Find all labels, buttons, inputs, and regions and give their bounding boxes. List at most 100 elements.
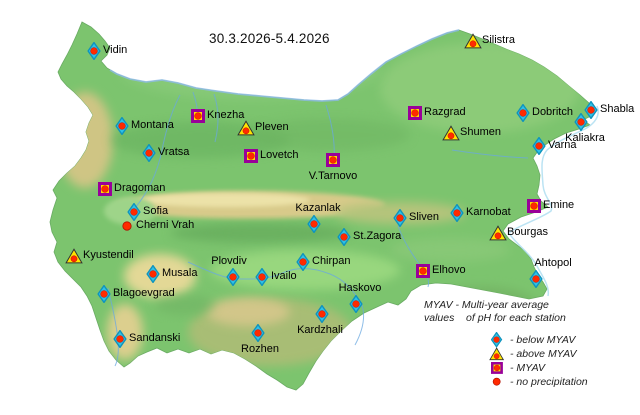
station-label-silistra: Silistra xyxy=(482,34,516,46)
station-marker-kardzhali xyxy=(315,304,329,324)
station-label-shabla: Shabla xyxy=(600,103,635,115)
triangle-icon xyxy=(65,248,83,264)
station-label-dragoman: Dragoman xyxy=(114,182,166,194)
station-marker-lovetch xyxy=(244,149,258,163)
station-marker-ivailo xyxy=(255,267,269,287)
diamond-icon xyxy=(450,203,464,223)
legend-item--myav: - MYAV xyxy=(488,361,634,375)
station-marker-vratsa xyxy=(142,143,156,163)
diamond-icon xyxy=(87,41,101,61)
station-label-pleven: Pleven xyxy=(255,121,289,133)
square-icon xyxy=(408,106,422,120)
station-marker-sandanski xyxy=(113,329,127,349)
station-marker-dragoman xyxy=(98,182,112,196)
station-label-ivailo: Ivailo xyxy=(271,270,297,282)
station-label-varna: Varna xyxy=(548,139,577,151)
station-marker-shabla xyxy=(584,100,598,120)
triangle-icon xyxy=(489,225,507,241)
diamond-icon xyxy=(529,269,543,289)
diamond-icon xyxy=(296,252,310,272)
diamond-icon xyxy=(516,103,530,123)
station-marker-st-zagora xyxy=(337,227,351,247)
station-label-kyustendil: Kyustendil xyxy=(83,249,134,261)
station-label-chirpan: Chirpan xyxy=(312,255,351,267)
station-label-kaliakra: Kaliakra xyxy=(565,132,605,144)
below-myav-diamond-icon xyxy=(491,332,503,348)
station-marker-chirpan xyxy=(296,252,310,272)
diamond-icon xyxy=(127,202,141,222)
station-marker-plovdiv xyxy=(226,267,240,287)
station-label-kazanlak: Kazanlak xyxy=(295,202,341,214)
legend-heading-line2: values of pH for each station xyxy=(424,311,566,324)
diamond-icon xyxy=(349,294,363,314)
square-icon xyxy=(98,182,112,196)
station-marker-emine xyxy=(527,199,541,213)
station-marker-varna xyxy=(532,136,546,156)
station-marker-kazanlak xyxy=(307,214,321,234)
station-label-kardzhali: Kardzhali xyxy=(297,324,343,336)
station-label-blagoevgrad: Blagoevgrad xyxy=(113,287,175,299)
station-label-shumen: Shumen xyxy=(460,126,501,138)
diamond-icon xyxy=(226,267,240,287)
station-label-sliven: Sliven xyxy=(409,211,439,223)
legend: MYAV - Multi-year average values of pH f… xyxy=(424,299,634,389)
diamond-icon xyxy=(393,208,407,228)
legend-heading-line1: MYAV - Multi-year average xyxy=(424,299,549,311)
legend-items: - below MYAV - above MYAV - MYAV - no preci… xyxy=(488,332,634,389)
station-marker-ahtopol xyxy=(529,269,543,289)
station-marker-sofia xyxy=(127,202,141,222)
legend-item--above-myav: - above MYAV xyxy=(488,347,634,361)
station-marker-kaliakra xyxy=(574,112,588,132)
triangle-icon xyxy=(237,120,255,136)
station-label-lovetch: Lovetch xyxy=(260,149,299,161)
station-marker-vidin xyxy=(87,41,101,61)
no-precipitation-dot-icon xyxy=(493,378,501,386)
station-marker-dobritch xyxy=(516,103,530,123)
station-marker-razgrad xyxy=(408,106,422,120)
legend-item--no-precipitation: - no precipitation xyxy=(488,375,634,389)
diamond-icon xyxy=(255,267,269,287)
diamond-icon xyxy=(97,284,111,304)
square-icon xyxy=(416,264,430,278)
station-label-razgrad: Razgrad xyxy=(424,106,466,118)
station-label-sandanski: Sandanski xyxy=(129,332,181,344)
diamond-icon xyxy=(337,227,351,247)
station-label-knezha: Knezha xyxy=(207,109,245,121)
diamond-icon xyxy=(113,329,127,349)
diamond-icon xyxy=(574,112,588,132)
diamond-icon xyxy=(251,323,265,343)
station-label-sofia: Sofia xyxy=(143,205,169,217)
station-label-elhovo: Elhovo xyxy=(432,264,466,276)
square-icon xyxy=(326,153,340,167)
triangle-icon xyxy=(442,125,460,141)
station-marker-shumen xyxy=(442,125,460,141)
station-label-vidin: Vidin xyxy=(103,44,128,56)
station-marker-rozhen xyxy=(251,323,265,343)
station-label-vratsa: Vratsa xyxy=(158,146,190,158)
above-myav-triangle-icon xyxy=(489,347,505,361)
diamond-icon xyxy=(315,304,329,324)
square-icon xyxy=(244,149,258,163)
station-marker-blagoevgrad xyxy=(97,284,111,304)
station-label-cherni-vrah: Cherni Vrah xyxy=(136,219,195,231)
danube-river xyxy=(109,29,460,102)
diamond-icon xyxy=(146,264,160,284)
diamond-icon xyxy=(115,116,129,136)
station-label-ahtopol: Ahtopol xyxy=(534,257,572,269)
station-label-montana: Montana xyxy=(131,119,174,131)
diamond-icon xyxy=(532,136,546,156)
square-icon xyxy=(191,109,205,123)
station-label-dobritch: Dobritch xyxy=(532,106,573,118)
legend-item-label: - above MYAV xyxy=(510,348,577,360)
diamond-icon xyxy=(307,214,321,234)
station-label-karnobat: Karnobat xyxy=(466,206,511,218)
square-icon xyxy=(527,199,541,213)
dot-icon xyxy=(122,221,132,231)
triangle-icon xyxy=(464,33,482,49)
legend-item-label: - MYAV xyxy=(510,362,546,374)
station-label-bourgas: Bourgas xyxy=(507,226,548,238)
legend-item--below-myav: - below MYAV xyxy=(488,332,634,348)
station-label-st-zagora: St.Zagora xyxy=(353,230,402,242)
